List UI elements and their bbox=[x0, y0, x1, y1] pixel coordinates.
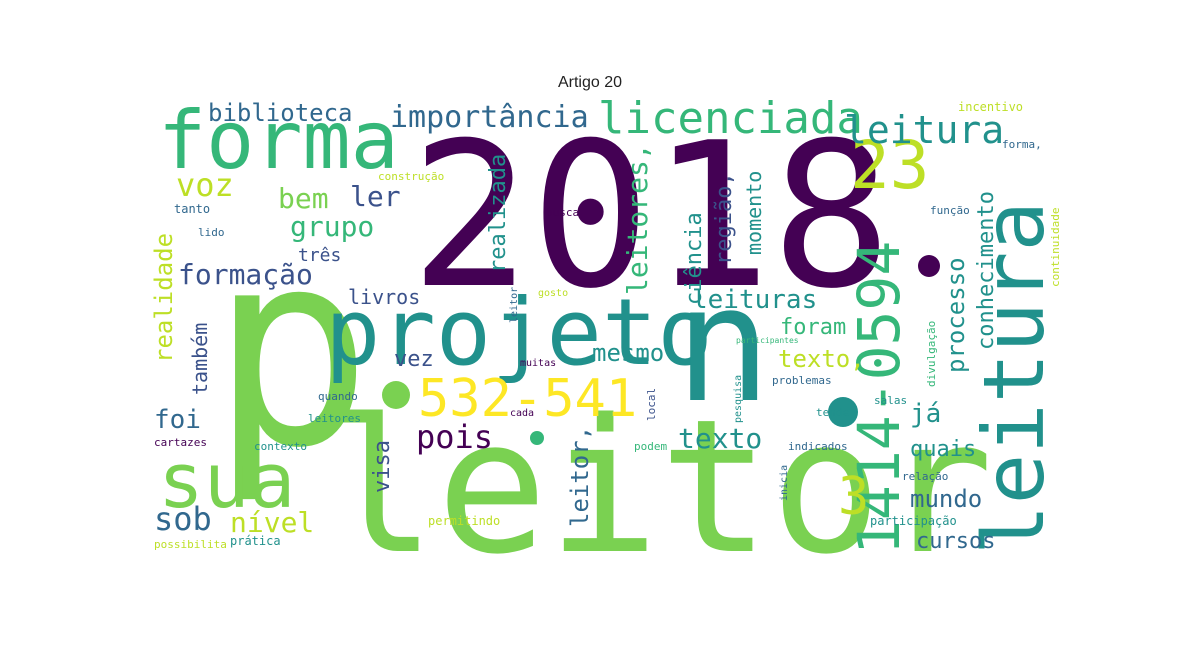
word: problemas bbox=[772, 374, 832, 387]
word-cloud: 2018 p leitor projeto n leitura forma su… bbox=[150, 95, 1060, 561]
word: cada bbox=[510, 408, 535, 419]
word: construção bbox=[378, 170, 445, 183]
word: 23 bbox=[850, 127, 930, 204]
word: mundo bbox=[910, 485, 983, 513]
word: divulgação bbox=[925, 320, 938, 387]
word: cartazes bbox=[154, 436, 207, 449]
word: processo bbox=[942, 257, 970, 373]
word: leitores, bbox=[621, 143, 654, 295]
dot-mark bbox=[828, 397, 858, 427]
word: salas bbox=[874, 394, 908, 407]
word: tanto bbox=[174, 202, 211, 216]
word: leitor, bbox=[566, 425, 594, 527]
word: licenciada bbox=[598, 95, 863, 144]
word: inicia bbox=[779, 464, 790, 501]
word: prática bbox=[230, 534, 281, 548]
chart-title: Artigo 20 bbox=[557, 74, 623, 91]
word: continuidade bbox=[1049, 207, 1060, 287]
word: leitores bbox=[308, 412, 361, 425]
word: ler bbox=[350, 180, 401, 213]
word: voz bbox=[176, 166, 234, 204]
word: n bbox=[675, 251, 772, 438]
word: formação bbox=[178, 258, 313, 291]
word: realizada bbox=[486, 153, 511, 273]
word: 532-541 bbox=[418, 369, 638, 429]
word: sob bbox=[154, 500, 212, 538]
word: leitura bbox=[844, 108, 1005, 152]
word: forma bbox=[158, 95, 399, 187]
word: tende bbox=[816, 406, 850, 419]
word: indicados bbox=[788, 440, 848, 453]
word: conhecimento bbox=[974, 191, 999, 350]
word: importância bbox=[390, 100, 589, 135]
word: grupo bbox=[290, 210, 375, 243]
word: 2018 bbox=[410, 100, 892, 333]
word: vez bbox=[394, 347, 434, 372]
word: texto bbox=[678, 422, 763, 455]
word: cursos bbox=[916, 529, 996, 554]
word: quando bbox=[318, 390, 358, 403]
word: nível bbox=[230, 506, 315, 539]
word: p bbox=[210, 192, 373, 507]
word: forma, bbox=[1002, 138, 1042, 151]
word: bem bbox=[278, 182, 329, 215]
word: livros bbox=[348, 285, 421, 309]
word: muitas bbox=[520, 358, 557, 369]
word: também bbox=[188, 322, 212, 395]
word: biblioteca bbox=[208, 99, 353, 127]
word: leitor bbox=[325, 379, 994, 561]
word: foi bbox=[154, 405, 201, 435]
word: projeto bbox=[325, 279, 713, 386]
word: podem bbox=[634, 440, 668, 453]
word: lido bbox=[198, 226, 225, 239]
word: incentivo bbox=[958, 100, 1024, 114]
word: momento bbox=[742, 170, 766, 255]
word: leituras bbox=[692, 285, 818, 315]
word: permitindo bbox=[428, 514, 501, 528]
word: sua bbox=[158, 436, 296, 525]
word: leitor bbox=[509, 286, 520, 323]
word: participação bbox=[870, 514, 957, 528]
dot-mark bbox=[530, 431, 544, 445]
word: pesquisa bbox=[733, 374, 744, 423]
word: visa bbox=[370, 440, 395, 493]
word: relação bbox=[902, 470, 949, 483]
word: contexto bbox=[254, 440, 307, 453]
word: gosto bbox=[538, 288, 569, 299]
word: já bbox=[910, 399, 942, 429]
word: possibilita bbox=[154, 538, 227, 551]
dot-mark bbox=[382, 381, 410, 409]
word: participantes bbox=[736, 336, 799, 345]
word: quais bbox=[910, 437, 977, 462]
word: três bbox=[298, 245, 342, 266]
dot-mark bbox=[918, 255, 940, 277]
word: 3 bbox=[838, 467, 870, 527]
word: local bbox=[645, 387, 658, 421]
word: função bbox=[930, 204, 970, 217]
word: mesmo bbox=[592, 339, 665, 367]
word: realidade bbox=[150, 232, 178, 363]
word: pois bbox=[416, 418, 494, 456]
word: região, bbox=[712, 172, 737, 265]
word: texto, bbox=[778, 345, 865, 373]
word: busca bbox=[546, 206, 580, 219]
word: foram bbox=[780, 315, 847, 340]
